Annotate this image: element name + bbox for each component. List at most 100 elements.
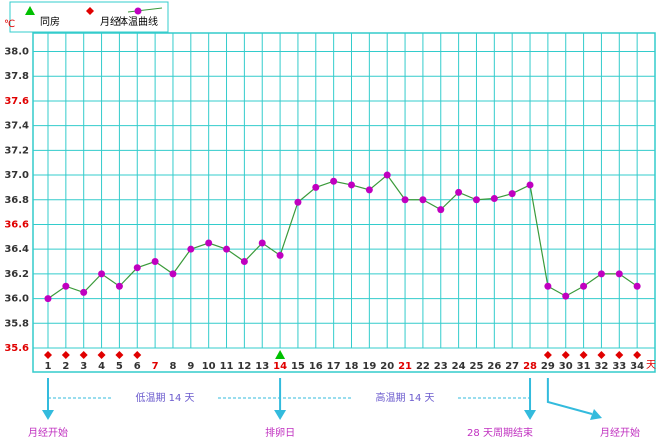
y-tick-label: 36.6: [4, 219, 29, 230]
data-point: [98, 270, 106, 278]
marker-diamond: [43, 351, 52, 359]
y-tick-label: 36.4: [4, 244, 29, 255]
data-point: [205, 239, 213, 247]
marker-diamond: [597, 351, 606, 359]
data-point: [633, 282, 641, 290]
data-point: [169, 270, 177, 278]
x-tick-label: 11: [220, 361, 234, 372]
data-point: [490, 195, 498, 203]
x-tick-label: 5: [116, 361, 123, 372]
data-point: [258, 239, 266, 247]
event-label: 月经开始: [28, 426, 68, 439]
data-point: [44, 295, 52, 303]
phase-label-bg: [113, 388, 217, 408]
x-tick-label: 16: [309, 361, 323, 372]
data-point: [526, 181, 534, 189]
data-point: [597, 270, 605, 278]
marker-diamond: [115, 351, 124, 359]
marker-diamond: [61, 351, 70, 359]
marker-diamond: [133, 351, 142, 359]
x-tick-label: 2: [62, 361, 69, 372]
x-tick-label: 26: [487, 361, 501, 372]
x-tick-label: 27: [505, 361, 519, 372]
data-point: [240, 258, 248, 266]
y-tick-label: 35.8: [4, 318, 29, 329]
x-tick-label: 6: [134, 361, 141, 372]
arrow-head: [274, 410, 287, 420]
x-tick-label: 33: [612, 361, 626, 372]
x-tick-label: 8: [169, 361, 176, 372]
x-tick-label: 31: [577, 361, 591, 372]
phase-label-bg: [353, 388, 457, 408]
arrow: [546, 378, 593, 415]
x-unit: 天: [646, 360, 656, 371]
data-point: [615, 270, 623, 278]
plot-frame: [32, 32, 656, 373]
legend-label: 体温曲线: [118, 15, 158, 28]
data-point: [223, 245, 231, 253]
phase-label: 高温期 14 天: [375, 391, 434, 404]
data-point: [294, 198, 302, 206]
legend-label: 月经: [100, 15, 120, 28]
marker-diamond: [615, 351, 624, 359]
x-tick-label: 12: [237, 361, 251, 372]
marker-diamond: [86, 7, 94, 15]
data-point: [312, 183, 320, 191]
data-point: [544, 282, 552, 290]
x-tick-label: 30: [559, 361, 573, 372]
x-tick-label: 13: [255, 361, 269, 372]
data-point: [115, 282, 123, 290]
data-point: [187, 245, 195, 253]
data-point: [580, 282, 588, 290]
x-tick-label: 18: [345, 361, 359, 372]
x-tick-label: 32: [594, 361, 608, 372]
y-unit: ℃: [4, 19, 15, 30]
x-tick-label: 19: [362, 361, 376, 372]
temperature-line: [47, 174, 638, 300]
marker-diamond: [79, 351, 88, 359]
marker-diamond: [561, 351, 570, 359]
y-tick-label: 37.8: [4, 71, 29, 82]
marker-triangle: [275, 350, 286, 359]
data-point: [437, 206, 445, 214]
y-tick-label: 36.8: [4, 195, 29, 206]
data-point: [419, 196, 427, 204]
arrow-head: [590, 409, 602, 420]
x-tick-label: 3: [80, 361, 87, 372]
data-point: [562, 292, 570, 300]
data-point: [133, 264, 141, 272]
x-tick-label: 24: [452, 361, 466, 372]
data-point: [80, 288, 88, 296]
x-tick-label: 9: [187, 361, 194, 372]
arrow-head: [41, 410, 54, 420]
marker-diamond: [543, 351, 552, 359]
y-tick-label: 36.2: [4, 269, 29, 280]
marker-diamond: [97, 351, 106, 359]
legend-box: [9, 1, 169, 33]
y-tick-label: 38.0: [4, 47, 29, 58]
legend-label: 同房: [40, 15, 60, 28]
event-label: 排卵日: [265, 426, 295, 439]
x-tick-label: 10: [202, 361, 216, 372]
y-tick-label: 35.6: [4, 343, 29, 354]
arrow-head: [524, 410, 537, 420]
event-label: 28 天周期结束: [467, 426, 533, 439]
x-tick-label: 25: [470, 361, 484, 372]
data-point: [365, 186, 373, 194]
data-point: [276, 251, 284, 259]
legend-dot: [134, 7, 142, 15]
marker-diamond: [579, 351, 588, 359]
marker-triangle: [25, 6, 35, 15]
marker-diamond: [633, 351, 642, 359]
x-tick-label: 14: [273, 361, 287, 372]
data-point: [508, 190, 516, 198]
y-tick-label: 37.4: [4, 121, 29, 132]
x-tick-label: 4: [98, 361, 105, 372]
x-tick-label: 23: [434, 361, 448, 372]
data-point: [472, 196, 480, 204]
x-tick-label: 1: [45, 361, 52, 372]
data-point: [62, 282, 70, 290]
data-point: [455, 188, 463, 196]
x-tick-label: 20: [380, 361, 394, 372]
